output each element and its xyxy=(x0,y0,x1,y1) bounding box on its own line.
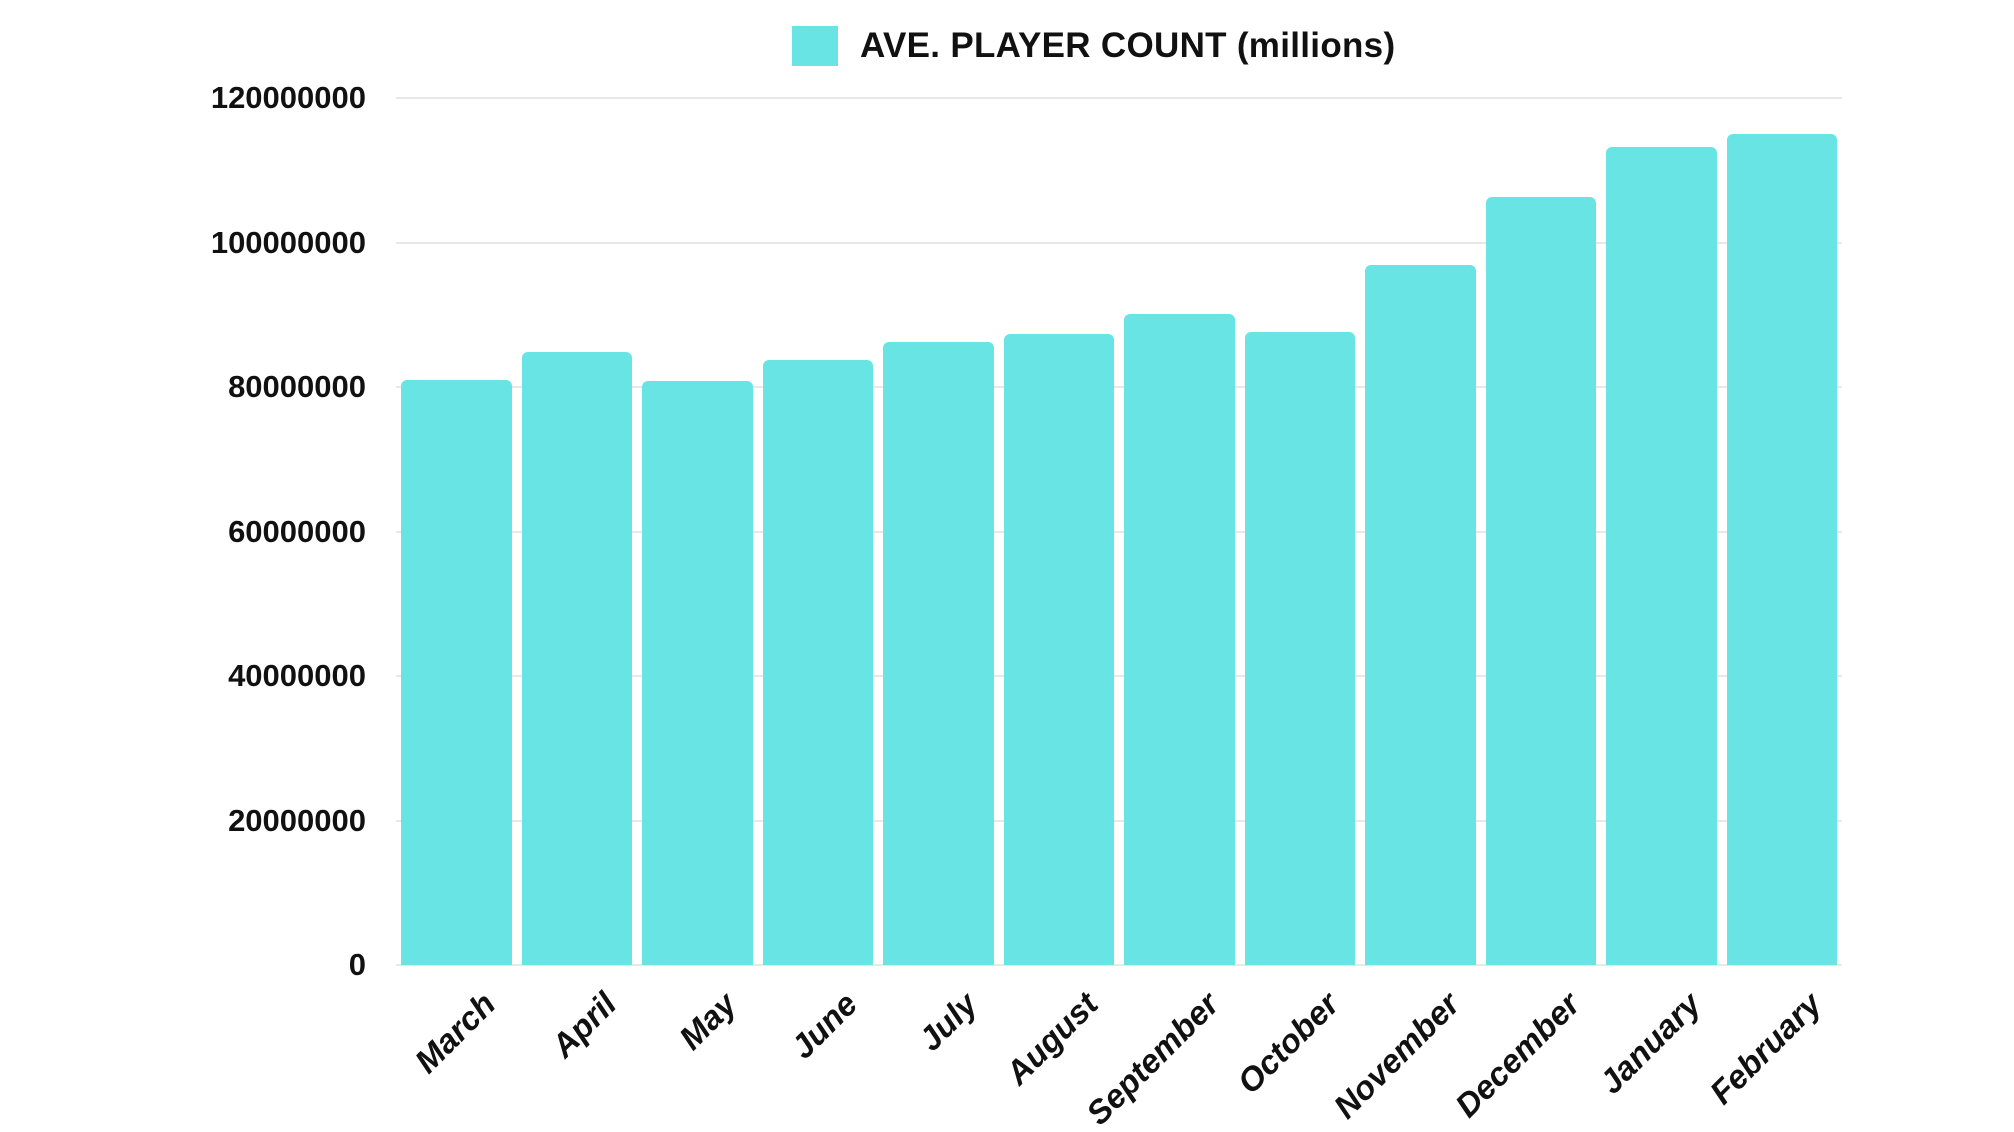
x-tick-label: February xyxy=(1701,985,1828,1112)
x-tick-label: December xyxy=(1447,985,1587,1125)
bar-february[interactable] xyxy=(1726,134,1837,965)
gridline xyxy=(396,241,1842,244)
y-tick-label: 0 xyxy=(348,947,366,982)
bar-january[interactable] xyxy=(1606,147,1717,965)
bar-september[interactable] xyxy=(1124,314,1235,965)
x-tick-label: November xyxy=(1326,985,1467,1126)
y-tick-label: 100000000 xyxy=(210,224,366,260)
x-tick-label: March xyxy=(407,985,503,1080)
x-tick-label: August xyxy=(998,985,1105,1092)
bar-june[interactable] xyxy=(762,360,873,965)
plot-area xyxy=(396,97,1842,966)
bar-july[interactable] xyxy=(883,342,994,965)
bar-april[interactable] xyxy=(521,352,632,965)
legend-label: AVE. PLAYER COUNT (millions) xyxy=(860,26,1396,65)
gridline xyxy=(396,530,1842,533)
x-tick-label: April xyxy=(543,985,623,1065)
y-tick-label: 60000000 xyxy=(228,513,366,549)
y-tick-label: 20000000 xyxy=(228,802,366,838)
bar-series xyxy=(396,98,1842,965)
bar-march[interactable] xyxy=(401,379,512,965)
y-tick-label: 120000000 xyxy=(210,80,366,115)
bar-august[interactable] xyxy=(1003,334,1114,965)
x-tick-label: January xyxy=(1591,985,1708,1101)
gridline xyxy=(396,97,1842,99)
x-tick-label: May xyxy=(671,985,744,1057)
legend-swatch xyxy=(792,26,838,66)
x-tick-label: July xyxy=(911,985,985,1058)
x-tick-label: June xyxy=(783,985,864,1066)
bar-december[interactable] xyxy=(1485,196,1596,965)
chart-legend: AVE. PLAYER COUNT (millions) xyxy=(792,24,1395,68)
bar-october[interactable] xyxy=(1244,332,1355,965)
y-tick-label: 40000000 xyxy=(228,658,366,693)
gridline xyxy=(396,386,1842,388)
gridline xyxy=(396,819,1842,822)
x-tick-label: October xyxy=(1230,985,1346,1101)
bar-november[interactable] xyxy=(1365,264,1476,965)
bar-may[interactable] xyxy=(642,380,753,965)
gridline xyxy=(396,675,1842,677)
gridline xyxy=(396,964,1842,966)
y-tick-label: 80000000 xyxy=(228,369,366,404)
